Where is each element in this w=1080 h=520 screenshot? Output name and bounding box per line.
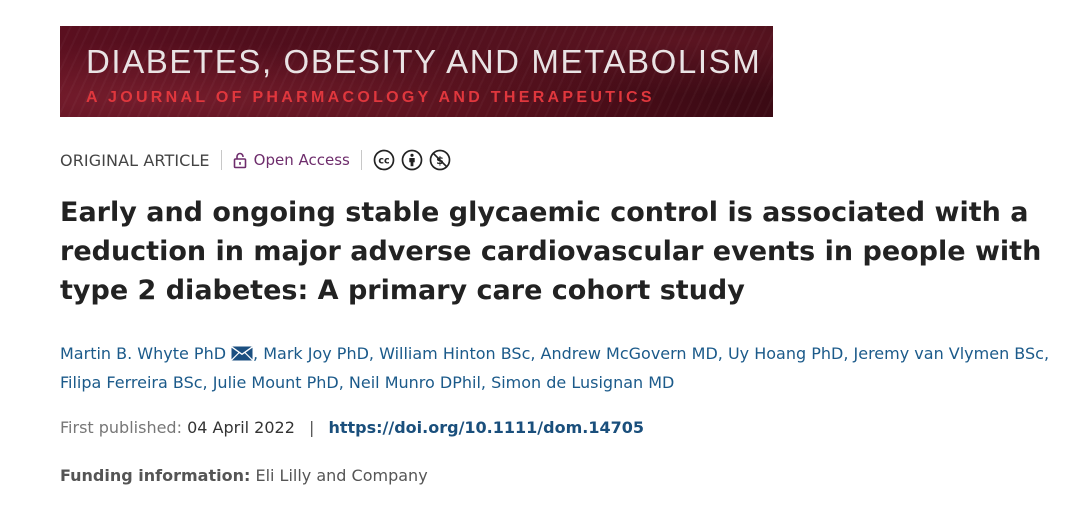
meta-divider bbox=[220, 150, 222, 170]
author-separator: , bbox=[530, 344, 541, 363]
lock-open-icon bbox=[233, 152, 247, 169]
journal-title: DIABETES, OBESITY AND METABOLISM bbox=[86, 43, 762, 80]
author-link[interactable]: Martin B. Whyte PhD bbox=[60, 344, 227, 363]
funding-info: Funding information: Eli Lilly and Compa… bbox=[60, 466, 428, 485]
author-link[interactable]: Neil Munro DPhil bbox=[348, 373, 481, 392]
author-link[interactable]: Mark Joy PhD bbox=[263, 344, 369, 363]
author-separator: , bbox=[480, 373, 492, 392]
attribution-icon[interactable] bbox=[401, 149, 423, 171]
author-separator: , bbox=[202, 373, 213, 392]
author-link[interactable]: Julie Mount PhD bbox=[212, 373, 339, 392]
licence-icons[interactable]: cc $ bbox=[373, 149, 451, 171]
article-type: ORIGINAL ARTICLE bbox=[60, 150, 210, 170]
publication-separator: | bbox=[308, 418, 315, 437]
author-separator: , bbox=[368, 344, 380, 363]
author-link[interactable]: Andrew McGovern MD bbox=[540, 344, 718, 363]
noncommercial-icon[interactable]: $ bbox=[429, 149, 451, 171]
svg-text:cc: cc bbox=[378, 156, 389, 167]
open-access-label: Open Access bbox=[253, 151, 350, 169]
journal-subtitle: A JOURNAL OF PHARMACOLOGY AND THERAPEUTI… bbox=[86, 89, 655, 106]
article-title: Early and ongoing stable glycaemic contr… bbox=[60, 197, 1042, 306]
funding-label: Funding information: bbox=[60, 466, 251, 485]
author-list: Martin B. Whyte PhD, Mark Joy PhD, Willi… bbox=[60, 340, 1060, 396]
publication-date: 04 April 2022 bbox=[187, 418, 295, 437]
author-link[interactable]: Uy Hoang PhD bbox=[727, 344, 844, 363]
envelope-icon[interactable] bbox=[231, 342, 253, 369]
author-link[interactable]: William Hinton BSc bbox=[379, 344, 531, 363]
open-access-badge[interactable]: Open Access bbox=[233, 151, 350, 169]
author-separator: , bbox=[253, 344, 264, 363]
author-separator: , bbox=[717, 344, 728, 363]
author-link[interactable]: Simon de Lusignan MD bbox=[491, 373, 675, 392]
author-separator: , bbox=[1043, 344, 1050, 363]
article-meta: ORIGINAL ARTICLE Open Access cc bbox=[60, 146, 451, 174]
doi-link[interactable]: https://doi.org/10.1111/dom.14705 bbox=[328, 418, 644, 437]
author-link[interactable]: Jeremy van Vlymen BSc bbox=[853, 344, 1044, 363]
cc-icon[interactable]: cc bbox=[373, 149, 395, 171]
author-separator: , bbox=[843, 344, 854, 363]
publication-info: First published: 04 April 2022 | https:/… bbox=[60, 418, 644, 437]
funding-value: Eli Lilly and Company bbox=[255, 466, 428, 485]
journal-banner[interactable]: DIABETES, OBESITY AND METABOLISM A JOURN… bbox=[60, 26, 773, 117]
author-separator: , bbox=[338, 373, 349, 392]
meta-divider bbox=[360, 150, 362, 170]
first-published-label: First published: bbox=[60, 418, 182, 437]
author-link[interactable]: Filipa Ferreira BSc bbox=[60, 373, 203, 392]
